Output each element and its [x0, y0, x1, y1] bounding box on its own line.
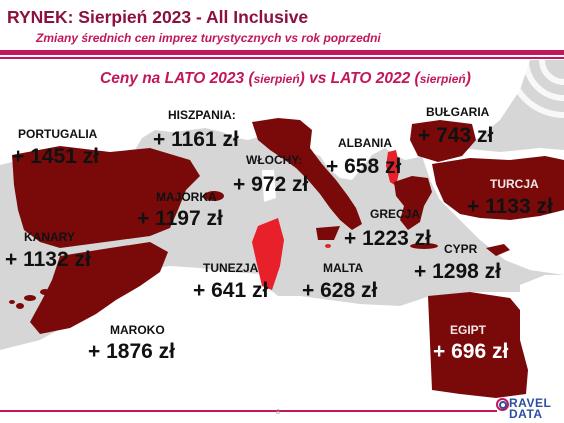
price-turkey: + 1133 zł	[467, 195, 553, 218]
price-canary: + 1132 zł	[5, 248, 91, 271]
logo-inner-ring-icon	[499, 401, 507, 409]
headline-part1: Ceny na LATO 2023 (	[100, 70, 254, 87]
logo-text-line1: RAVEL	[509, 396, 552, 410]
country-turkey	[432, 156, 564, 220]
header-rule	[0, 50, 564, 55]
header-rule-thin	[0, 57, 564, 59]
price-malta: + 628 zł	[302, 279, 378, 302]
land-africa	[0, 266, 564, 410]
label-canary: KANARY	[24, 230, 75, 244]
price-portugal: + 1451 zł	[12, 145, 99, 168]
europe-map	[0, 60, 564, 410]
label-greece: GRECJA	[370, 207, 421, 221]
price-egypt: + 696 zł	[433, 340, 509, 363]
headline-part2: ) vs LATO 2022 (	[299, 70, 420, 87]
label-portugal: PORTUGALIA	[18, 127, 98, 141]
chart-headline: Ceny na LATO 2023 (sierpień) vs LATO 202…	[100, 70, 471, 88]
headline-month-2022: sierpień	[419, 72, 466, 86]
land-levant	[520, 275, 564, 380]
label-bulgaria: BUŁGARIA	[426, 105, 490, 119]
label-albania: ALBANIA	[338, 136, 392, 150]
country-italy	[252, 118, 362, 230]
country-bulgaria	[410, 120, 476, 162]
logo-text-line2: DATA	[509, 407, 543, 421]
price-morocco: + 1876 zł	[88, 340, 175, 363]
island-crete	[410, 243, 438, 249]
label-turkey: TURCJA	[490, 177, 539, 191]
price-italy: + 972 zł	[233, 173, 309, 196]
label-malta: MALTA	[323, 261, 364, 275]
price-albania: + 658 zł	[326, 155, 402, 178]
country-tunisia	[252, 218, 284, 290]
country-albania	[386, 150, 400, 186]
label-morocco: MAROKO	[110, 323, 165, 337]
island-sicily	[316, 226, 340, 240]
country-morocco	[30, 242, 168, 334]
price-majorca: + 1197 zł	[137, 207, 223, 230]
label-majorca: MAJORKA	[156, 190, 217, 204]
label-cyprus: CYPR	[444, 242, 478, 256]
logo-ring-icon	[496, 398, 509, 411]
price-cyprus: + 1298 zł	[414, 260, 501, 283]
country-spain-portugal	[12, 146, 200, 248]
footer-rule	[0, 410, 497, 412]
price-tunisia: + 641 zł	[193, 279, 269, 302]
island-malta	[325, 244, 331, 248]
page-number: 8	[276, 409, 280, 416]
price-bulgaria: + 743 zł	[418, 124, 494, 147]
label-egypt: EGIPT	[450, 323, 487, 337]
price-spain: + 1161 zł	[153, 128, 239, 151]
label-tunisia: TUNEZJA	[203, 261, 259, 275]
island-cyprus	[486, 244, 510, 256]
headline-part3: )	[465, 70, 471, 87]
country-egypt	[428, 292, 528, 398]
island-majorca	[204, 191, 224, 201]
slide-subtitle: Zmiany średnich cen imprez turystycznych…	[36, 31, 381, 45]
travel-data-logo: RAVEL DATA	[496, 392, 562, 422]
label-italy: WŁOCHY:	[246, 153, 303, 167]
island-sardinia	[262, 170, 276, 202]
country-greece	[394, 176, 432, 230]
slide-title: RYNEK: Sierpień 2023 - All Inclusive	[7, 7, 309, 27]
label-spain: HISZPANIA:	[168, 108, 236, 122]
price-greece: + 1223 zł	[344, 227, 431, 250]
headline-month-2023: sierpień	[253, 72, 300, 86]
canary-islands	[9, 289, 50, 309]
